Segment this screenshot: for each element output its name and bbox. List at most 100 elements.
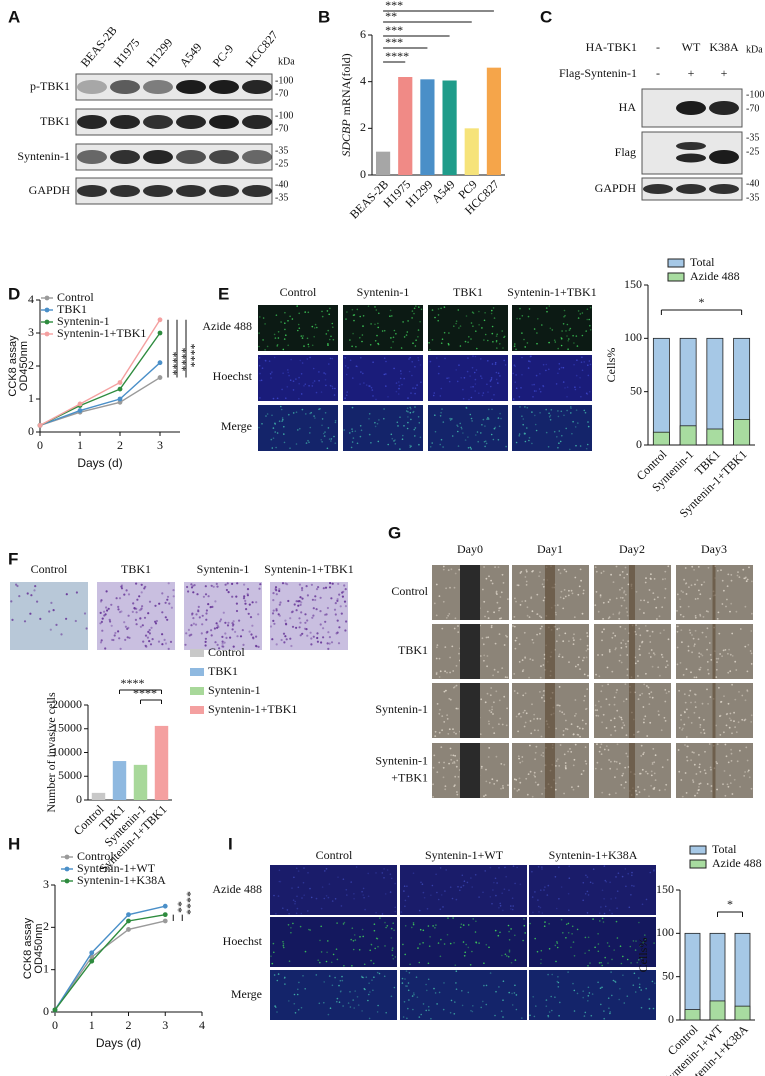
texture-dot [750,787,753,790]
texture-dot [244,602,247,605]
texture-dot [540,962,542,965]
texture-dot [744,699,747,702]
texture-dot [410,408,412,410]
texture-dot [503,695,506,698]
texture-dot [275,589,278,592]
texture-dot [662,578,664,581]
texture-dot [546,894,549,896]
texture-dot [701,702,704,705]
texture-dot [624,628,627,630]
texture-dot [588,949,590,952]
texture-dot [718,632,721,635]
texture-dot [596,743,598,746]
texture-dot [316,632,319,635]
texture-dot [352,437,355,439]
texture-dot [478,324,480,326]
texture-dot [493,394,495,396]
texture-dot [579,638,582,641]
texture-dot [170,606,173,609]
texture-dot [576,733,579,736]
texture-dot [112,638,115,642]
texture-dot [399,448,401,450]
texture-dot [310,583,313,586]
texture-dot [422,942,424,944]
texture-dot [668,690,670,693]
texture-dot [443,331,446,334]
texture-dot [435,657,438,660]
blot-band [676,184,706,194]
texture-dot [272,599,275,602]
texture-dot [283,425,285,428]
texture-dot [597,943,600,945]
texture-dot [583,1015,586,1017]
texture-dot [444,646,447,648]
texture-dot [490,378,493,381]
texture-dot [582,990,584,992]
texture-dot [491,325,494,328]
texture-dot [558,627,560,630]
texture-dot [351,430,354,433]
texture-dot [534,781,537,784]
micrograph [512,355,592,401]
texture-dot [524,692,527,695]
texture-dot [290,927,292,929]
legend-swatch [190,649,204,657]
texture-dot [154,622,158,625]
texture-dot [496,347,498,349]
texture-dot [463,880,466,882]
texture-dot [706,783,709,785]
texture-dot [608,945,611,947]
texture-dot [562,323,565,325]
texture-dot [405,970,408,972]
texture-dot [385,1011,388,1014]
blot-band [709,184,739,194]
texture-dot [397,425,399,427]
texture-dot [603,628,605,631]
texture-dot [594,704,597,707]
texture-dot [527,315,530,318]
texture-dot [702,616,705,618]
texture-dot [707,672,710,675]
texture-dot [615,876,617,878]
texture-dot [721,655,723,658]
texture-dot [426,989,428,992]
texture-dot [226,624,230,627]
texture-dot [558,765,561,767]
texture-dot [526,606,529,609]
texture-dot [290,611,293,614]
texture-dot [618,998,620,1001]
texture-dot [611,912,613,915]
texture-dot [99,600,103,603]
texture-dot [383,868,385,870]
texture-dot [430,1017,432,1020]
texture-dot [293,1002,296,1005]
texture-dot [746,578,749,581]
texture-dot [48,610,51,613]
texture-dot [595,714,598,717]
texture-dot [615,565,618,568]
texture-dot [486,655,489,657]
texture-dot [556,941,558,943]
y-tick-label: 50 [630,383,642,397]
texture-dot [512,398,515,400]
texture-dot [570,946,572,949]
texture-dot [402,434,404,437]
texture-dot [535,429,538,432]
texture-dot [594,604,597,607]
texture-dot [307,343,310,346]
texture-dot [626,611,629,613]
texture-dot [648,1007,651,1010]
texture-dot [626,995,629,997]
texture-dot [300,1006,303,1009]
texture-dot [270,438,273,441]
texture-dot [332,953,335,956]
texture-dot [394,882,397,885]
y-axis-label: Cells% [604,348,618,383]
texture-dot [497,417,500,419]
texture-dot [549,414,552,417]
texture-dot [307,910,309,912]
texture-dot [519,781,522,784]
texture-dot [735,669,738,671]
texture-dot [638,608,641,611]
texture-dot [436,646,438,649]
